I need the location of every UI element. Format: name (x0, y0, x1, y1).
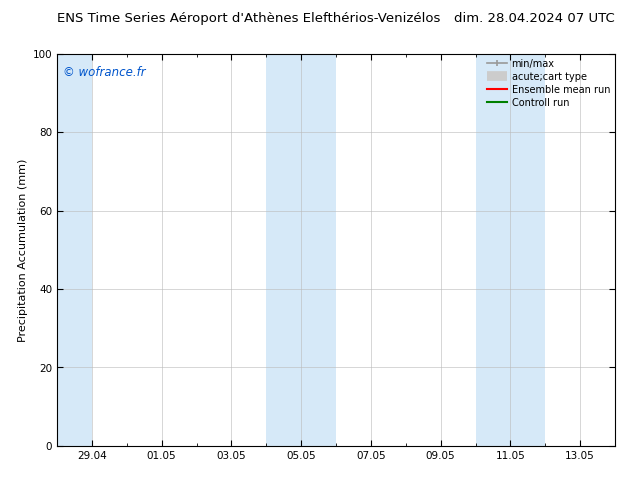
Text: © wofrance.fr: © wofrance.fr (63, 66, 145, 79)
Text: dim. 28.04.2024 07 UTC: dim. 28.04.2024 07 UTC (454, 12, 615, 25)
Text: ENS Time Series Aéroport d'Athènes Elefthérios-Venizélos: ENS Time Series Aéroport d'Athènes Eleft… (57, 12, 441, 25)
Bar (476, 54, 545, 446)
Bar (266, 54, 336, 446)
Bar (57, 54, 92, 446)
Y-axis label: Precipitation Accumulation (mm): Precipitation Accumulation (mm) (18, 158, 29, 342)
Legend: min/max, acute;cart type, Ensemble mean run, Controll run: min/max, acute;cart type, Ensemble mean … (488, 59, 610, 107)
